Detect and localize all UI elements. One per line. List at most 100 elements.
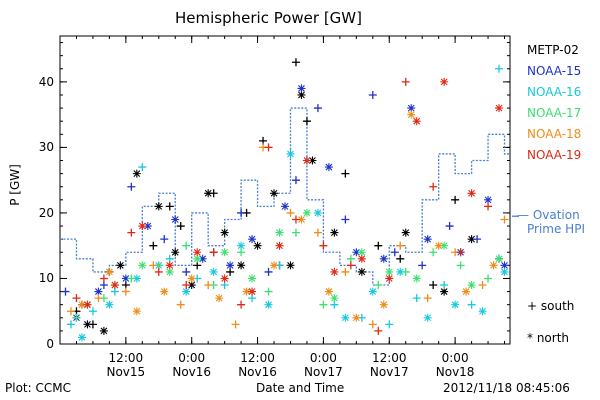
north-marker (220, 248, 229, 257)
south-marker (374, 281, 383, 290)
north-marker (237, 261, 246, 270)
legend-entry: NOAA-17 (527, 106, 582, 120)
south-marker (72, 294, 81, 303)
legend-entry: NOAA-19 (527, 148, 582, 162)
north-marker (423, 235, 432, 244)
footer-timestamp: 2012/11/18 08:45:06 (443, 381, 570, 395)
north-marker (237, 241, 246, 250)
south-marker (456, 261, 465, 270)
north-marker (226, 261, 235, 270)
south-marker (88, 307, 97, 316)
south-marker (319, 300, 328, 309)
south-marker (374, 326, 383, 335)
north-marker (275, 241, 284, 250)
north-marker (143, 222, 152, 231)
south-marker (127, 182, 136, 191)
north-marker (297, 215, 306, 224)
north-marker (187, 274, 196, 283)
x-tick-time: 12:00 (240, 351, 275, 365)
north-marker (352, 248, 361, 257)
x-tick-date: Nov17 (304, 365, 343, 379)
north-marker (171, 248, 180, 257)
north-marker (248, 274, 257, 283)
south-marker (401, 77, 410, 86)
north-marker (286, 261, 295, 270)
south-marker (291, 176, 300, 185)
south-marker (346, 261, 355, 270)
south-marker (429, 248, 438, 257)
legend-entry: NOAA-16 (527, 85, 582, 99)
north-marker (440, 241, 449, 250)
north-marker (401, 228, 410, 237)
south-marker (165, 202, 174, 211)
north-marker (171, 215, 180, 224)
north-marker (182, 287, 191, 296)
north-marker (357, 248, 366, 257)
north-marker (379, 300, 388, 309)
south-marker (467, 300, 476, 309)
south-marker (176, 222, 185, 231)
north-marker (330, 267, 339, 276)
north-marker (313, 208, 322, 217)
south-marker (500, 215, 509, 224)
south-marker (237, 248, 246, 257)
south-marker (182, 241, 191, 250)
north-marker (83, 300, 92, 309)
north-marker (412, 117, 421, 126)
south-marker (456, 248, 465, 257)
north-marker (357, 267, 366, 276)
north-marker (193, 248, 202, 257)
north-marker (297, 90, 306, 99)
north-marker (495, 254, 504, 263)
south-marker (440, 281, 449, 290)
north-marker (407, 110, 416, 119)
south-marker (94, 294, 103, 303)
north-marker (495, 104, 504, 113)
north-marker (248, 235, 257, 244)
north-marker (121, 274, 130, 283)
north-marker (83, 320, 92, 329)
north-marker (281, 202, 289, 211)
north-marker (110, 281, 119, 290)
south-marker (368, 320, 377, 329)
north-marker (352, 313, 361, 322)
north-marker (330, 228, 339, 237)
south-marker (66, 307, 75, 316)
south-marker (484, 274, 493, 283)
south-marker (72, 313, 81, 322)
north-marker (165, 267, 174, 276)
south-marker (149, 261, 158, 270)
north-marker (302, 208, 311, 217)
south-marker (182, 267, 191, 276)
south-marker (176, 300, 185, 309)
north-marker (105, 267, 114, 276)
north-marker (462, 287, 471, 296)
north-marker (412, 274, 421, 283)
north-marker (451, 300, 460, 309)
north-marker (132, 274, 141, 283)
south-marker (478, 281, 487, 290)
x-tick-date: Nov16 (172, 365, 212, 379)
south-marker (264, 287, 273, 296)
north-marker (407, 104, 416, 113)
x-tick-time: 0:00 (441, 351, 469, 365)
north-marker (132, 307, 141, 316)
south-marker (291, 228, 300, 237)
north-marker (341, 313, 350, 322)
legend-entry: NOAA-18 (527, 127, 582, 141)
north-marker (396, 267, 405, 276)
symbol-key-north: * north (527, 331, 570, 345)
north-marker (324, 163, 333, 172)
south-marker (209, 248, 218, 257)
south-marker (286, 208, 295, 217)
south-marker (313, 228, 322, 237)
north-marker (242, 287, 251, 296)
x-tick-date: Nov15 (106, 365, 146, 379)
north-marker (500, 261, 509, 270)
south-marker (154, 267, 163, 276)
north-marker (489, 261, 498, 270)
y-tick-label: 10 (38, 271, 54, 286)
north-marker (248, 287, 257, 296)
